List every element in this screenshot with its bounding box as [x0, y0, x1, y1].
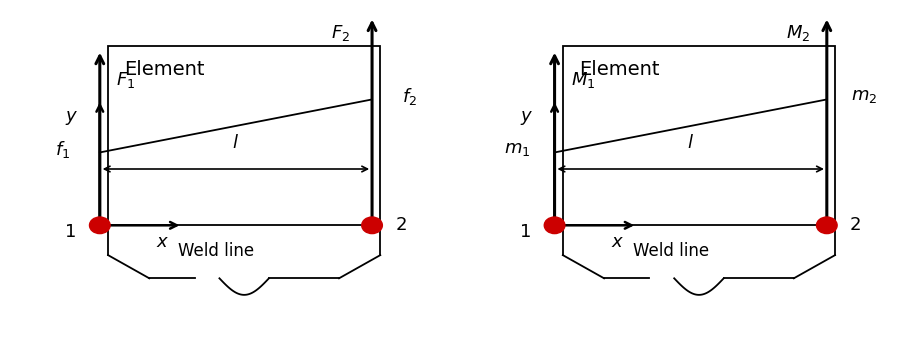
Circle shape [90, 217, 111, 234]
Text: $M_1$: $M_1$ [571, 70, 595, 90]
Text: y: y [520, 107, 531, 125]
Text: Weld line: Weld line [178, 242, 255, 260]
Text: x: x [612, 233, 622, 251]
Text: Element: Element [579, 60, 660, 79]
Text: x: x [157, 233, 167, 251]
Text: $l$: $l$ [688, 135, 694, 152]
Bar [108, 46, 381, 225]
Text: $m_2$: $m_2$ [851, 87, 877, 105]
Text: $f_1$: $f_1$ [55, 139, 71, 160]
Circle shape [361, 217, 382, 234]
Text: 2: 2 [850, 216, 862, 234]
Text: Element: Element [124, 60, 205, 79]
Bar [563, 46, 835, 225]
Circle shape [816, 217, 837, 234]
Text: $M_2$: $M_2$ [786, 23, 810, 43]
Text: 1: 1 [65, 223, 77, 241]
Text: 1: 1 [520, 223, 532, 241]
Text: $f_2$: $f_2$ [401, 86, 417, 106]
Text: $l$: $l$ [233, 135, 239, 152]
Circle shape [545, 217, 564, 234]
Text: 2: 2 [395, 216, 407, 234]
Text: $m_1$: $m_1$ [505, 140, 531, 158]
Text: $F_1$: $F_1$ [116, 70, 136, 90]
Text: y: y [65, 107, 76, 125]
Text: Weld line: Weld line [633, 242, 709, 260]
Text: $F_2$: $F_2$ [331, 23, 350, 43]
